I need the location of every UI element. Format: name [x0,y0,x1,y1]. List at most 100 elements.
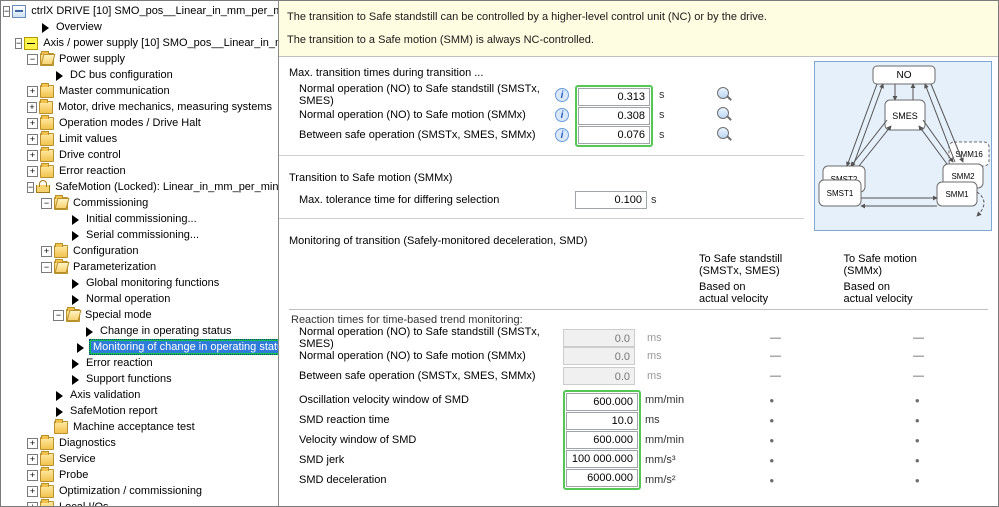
info-icon[interactable]: i [555,128,569,142]
tree-pane[interactable]: − ctrlX DRIVE [10] SMO_pos__Linear_in_mm… [1,1,279,506]
tree-collapse-icon[interactable]: − [3,6,10,17]
magnifier-icon[interactable] [717,127,733,143]
input-smd-decel[interactable] [566,469,638,487]
tree-limit[interactable]: Limit values [57,132,119,146]
tree-expand-icon[interactable]: + [27,166,38,177]
section-smd: Monitoring of transition (Safely-monitor… [279,225,998,492]
unit-s: s [659,129,707,141]
dash-icon [706,332,845,344]
tree-globalmon[interactable]: Global monitoring functions [84,276,221,290]
input-smd-jerk[interactable] [566,450,638,468]
input-tolerance-time[interactable] [575,191,647,209]
tree-diag[interactable]: Diagnostics [57,436,118,450]
tree-machacc[interactable]: Machine acceptance test [71,420,197,434]
tree-expand-icon[interactable]: + [27,470,38,481]
unit-s: s [651,194,699,206]
tree-param[interactable]: Parameterization [71,260,158,274]
tree-initcomm[interactable]: Initial commissioning... [84,212,199,226]
dash-icon [706,370,845,382]
magnifier-icon[interactable] [717,87,733,103]
tree-dcbus[interactable]: DC bus configuration [68,68,175,82]
input-between-safe-op[interactable] [578,126,650,144]
tree-expand-icon[interactable]: + [27,134,38,145]
unit: mm/min [645,434,693,446]
input-smd-react[interactable] [566,412,638,430]
input-no-to-standstill[interactable] [578,88,650,106]
arrow-icon [42,23,49,33]
svg-text:SMST1: SMST1 [827,189,854,198]
tree-config[interactable]: Configuration [71,244,140,258]
arrow-icon [56,71,63,81]
svg-text:SMM2: SMM2 [951,172,975,181]
folder-icon [40,53,54,66]
tree-motor[interactable]: Motor, drive mechanics, measuring system… [56,100,274,114]
tree-expand-icon[interactable]: + [27,454,38,465]
dot-icon [701,454,843,466]
tree-normop[interactable]: Normal operation [84,292,172,306]
arrow-icon [56,407,63,417]
tree-collapse-icon[interactable]: − [41,262,52,273]
tree-special[interactable]: Special mode [83,308,154,322]
tree-collapse-icon[interactable]: − [27,54,38,65]
axis-icon [24,37,38,50]
tree-collapse-icon[interactable]: − [15,38,22,49]
tree-service[interactable]: Service [57,452,98,466]
drive-icon [12,5,26,18]
tree-expand-icon[interactable]: + [41,246,52,257]
tree-powersupply[interactable]: Power supply [57,52,127,66]
folder-icon [40,469,54,482]
magnifier-icon[interactable] [717,107,733,123]
tree-support[interactable]: Support functions [84,372,174,386]
tree-expand-icon[interactable]: + [27,502,38,507]
row-tolerance-time: Max. tolerance time for differing select… [289,194,549,206]
dash-icon [849,370,988,382]
app-root: − ctrlX DRIVE [10] SMO_pos__Linear_in_mm… [0,0,999,507]
unit: mm/s³ [645,454,693,466]
unit: mm/s² [645,474,693,486]
input-osc-vel[interactable] [566,393,638,411]
unit-s: s [659,109,707,121]
dot-icon [847,414,989,426]
tree-errreact[interactable]: Error reaction [57,164,128,178]
tree-chgopstatus[interactable]: Change in operating status [98,324,233,338]
tree-expand-icon[interactable]: + [27,438,38,449]
unit-ms: ms [647,332,695,344]
tree-expand-icon[interactable]: + [27,118,38,129]
tree-probe[interactable]: Probe [57,468,90,482]
tree-expand-icon[interactable]: + [27,86,38,97]
unit-ms: ms [647,370,695,382]
tree-monchg[interactable]: Monitoring of change in operating status [89,339,279,355]
tree-collapse-icon[interactable]: − [27,182,34,193]
val-gray1: 0.0 [563,329,635,347]
input-no-to-safe-motion[interactable] [578,107,650,125]
unit-s: s [659,89,707,101]
tree-optcomm[interactable]: Optimization / commissioning [57,484,204,498]
tree-expand-icon[interactable]: + [27,102,37,113]
arrow-icon [72,215,79,225]
tree-axis[interactable]: Axis / power supply [10] SMO_pos__Linear… [41,36,279,50]
val-gray2: 0.0 [563,347,635,365]
tree-safemotion[interactable]: SafeMotion (Locked): Linear_in_mm_per_mi… [53,180,279,194]
tree-localios[interactable]: Local I/Os [57,500,111,506]
tree-commissioning[interactable]: Commissioning [71,196,150,210]
info-icon[interactable]: i [555,88,569,102]
tree-serialcomm[interactable]: Serial commissioning... [84,228,201,242]
tree-expand-icon[interactable]: + [27,150,38,161]
tree-drivectrl[interactable]: Drive control [57,148,123,162]
val-gray3: 0.0 [563,367,635,385]
tree-master[interactable]: Master communication [57,84,172,98]
tree-erreact2[interactable]: Error reaction [84,356,155,370]
tree-safrep[interactable]: SafeMotion report [68,404,159,418]
tree-collapse-icon[interactable]: − [53,310,64,321]
tree-axisval[interactable]: Axis validation [68,388,142,402]
tree-overview[interactable]: Overview [54,20,104,34]
folder-icon [40,149,54,162]
tree-root[interactable]: ctrlX DRIVE [10] SMO_pos__Linear_in_mm_p… [29,4,279,18]
input-vel-window[interactable] [566,431,638,449]
tree-collapse-icon[interactable]: − [41,198,52,209]
folder-icon [40,85,54,98]
tree-opmodes[interactable]: Operation modes / Drive Halt [57,116,203,130]
info-icon[interactable]: i [555,108,569,122]
tree-expand-icon[interactable]: + [27,486,38,497]
state-diagram: NO SMES SMST2 SMST1 SMM16 SMM2 SMM1 [814,61,992,231]
